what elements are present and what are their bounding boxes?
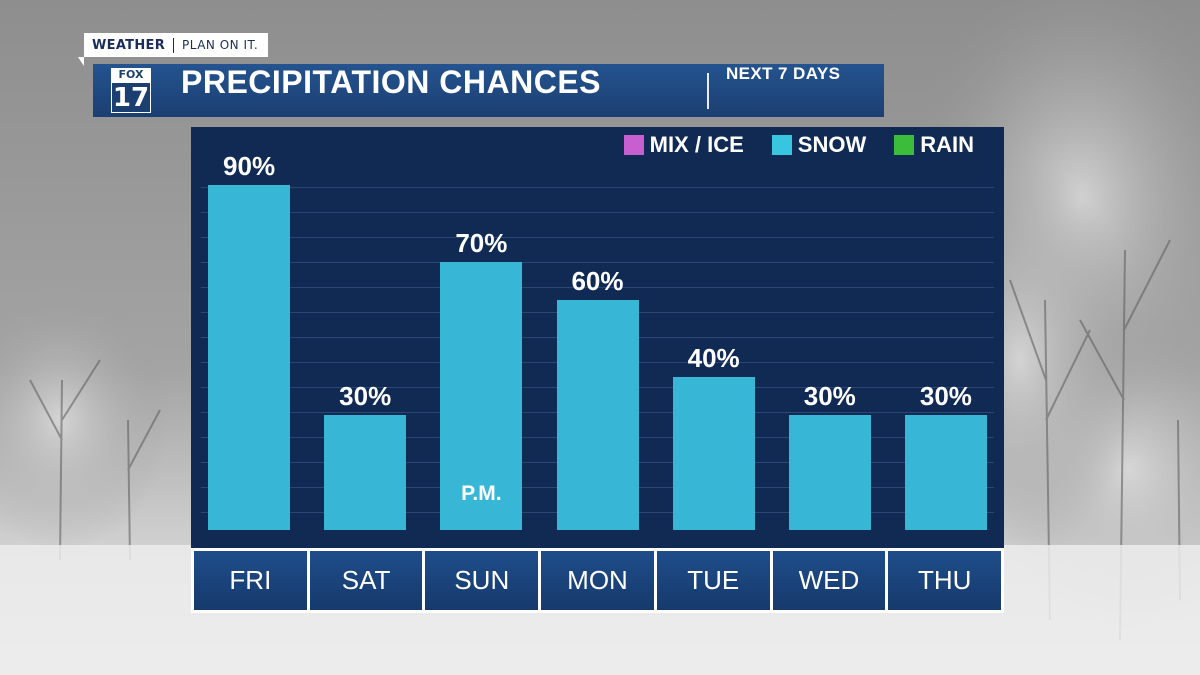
grid-line xyxy=(201,212,994,213)
chart-legend: MIX / ICE SNOW RAIN xyxy=(596,131,974,159)
grid-line xyxy=(201,262,994,263)
grid-line xyxy=(201,187,994,188)
bar-fri xyxy=(208,185,291,530)
day-label-sat: SAT xyxy=(309,551,423,610)
bar-mon xyxy=(556,300,639,530)
legend-label: SNOW xyxy=(797,132,867,157)
legend-item: MIX / ICE xyxy=(623,132,744,158)
page-title: PRECIPITATION CHANCES xyxy=(181,64,601,100)
bar-sat xyxy=(324,415,407,530)
day-label-tue: TUE xyxy=(656,551,770,610)
title-divider xyxy=(707,73,709,109)
legend-label: MIX / ICE xyxy=(649,132,744,157)
bar-tue xyxy=(672,376,755,530)
page-subtitle: NEXT 7 DAYS xyxy=(726,64,841,83)
brand-divider xyxy=(173,37,175,53)
legend-swatch xyxy=(771,135,792,155)
bar-value-label: 30% xyxy=(339,381,392,412)
chart-panel: MIX / ICE SNOW RAIN 90% 30% 70% P.M. 60% 40% 30%… xyxy=(191,127,1004,548)
logo-number: 17 xyxy=(111,82,151,113)
legend-label: RAIN xyxy=(920,132,974,157)
legend-item: SNOW xyxy=(771,132,867,158)
logo-fox-text: FOX xyxy=(111,68,151,82)
day-label-sun: SUN xyxy=(425,551,539,610)
grid-line xyxy=(201,237,994,238)
bar-value-label: 70% xyxy=(455,227,508,258)
bar-thu xyxy=(904,415,987,530)
title-banner: FOX 17 PRECIPITATION CHANCES NEXT 7 DAYS xyxy=(93,64,884,117)
day-labels-row: FRI SAT SUN MON TUE WED THU xyxy=(191,548,1004,613)
brand-weather-label: WEATHER xyxy=(92,37,166,53)
bar-sun xyxy=(440,261,523,530)
bar-annotation: P.M. xyxy=(461,482,502,505)
fox17-logo: FOX 17 xyxy=(111,68,151,114)
bar-value-label: 30% xyxy=(803,381,856,412)
bar-value-label: 40% xyxy=(687,342,740,373)
legend-swatch xyxy=(623,135,644,155)
legend-item: RAIN xyxy=(894,132,974,158)
bar-value-label: 90% xyxy=(223,151,276,182)
bar-wed xyxy=(788,415,871,530)
grid-line xyxy=(201,287,994,288)
day-label-mon: MON xyxy=(541,551,654,610)
brand-tag: WEATHER PLAN ON IT. xyxy=(77,33,269,66)
day-label-fri: FRI xyxy=(194,551,307,610)
day-label-thu: THU xyxy=(888,551,1002,610)
day-label-wed: WED xyxy=(772,551,886,610)
bar-value-label: 30% xyxy=(919,381,972,412)
legend-swatch xyxy=(894,135,915,155)
brand-tagline: PLAN ON IT. xyxy=(182,38,259,52)
bar-value-label: 60% xyxy=(571,266,624,297)
